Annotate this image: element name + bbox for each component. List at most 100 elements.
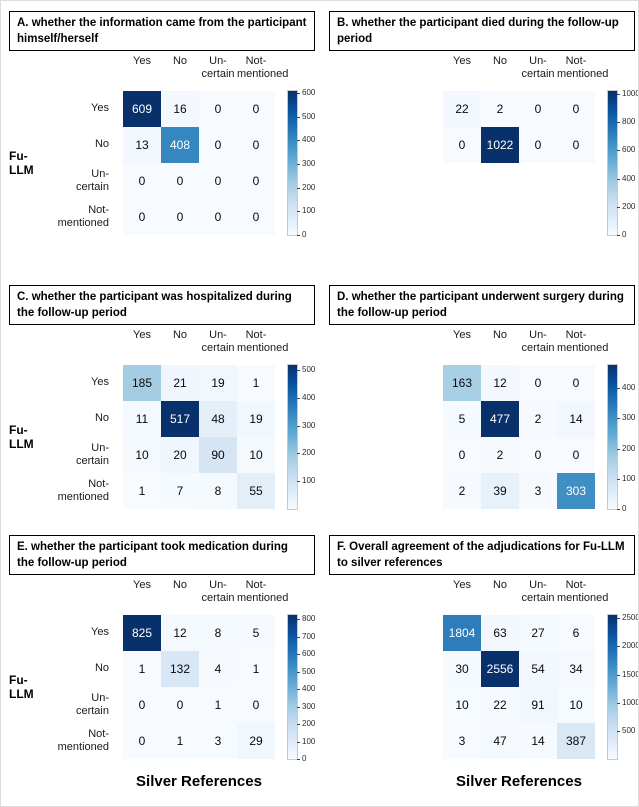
colorbar-tick-label: 300 <box>622 413 636 423</box>
heatmap-cell: 387 <box>557 723 595 759</box>
column-header: No <box>172 55 188 67</box>
row-label: Yes <box>91 376 109 389</box>
heatmap-cell: 22 <box>481 687 519 723</box>
y-axis-label: Fu-LLM <box>9 423 34 451</box>
colorbar-tick <box>617 206 620 208</box>
row-label: Yes <box>91 102 109 115</box>
column-headers: Yes No Un-certain Not-mentioned <box>443 579 609 605</box>
heatmap: 22 2 0 0 0 1022 0 0 <box>443 91 595 163</box>
colorbar-tick <box>297 235 300 236</box>
colorbar <box>287 90 298 236</box>
heatmap-cell: 0 <box>123 199 161 235</box>
colorbar-tick-label: 300 <box>302 159 316 169</box>
heatmap-cell: 2 <box>519 401 557 437</box>
heatmap-cell: 19 <box>199 365 237 401</box>
colorbar-tick-label: 100 <box>302 736 316 746</box>
heatmap-cell: 0 <box>519 91 557 127</box>
heatmap-cell: 0 <box>161 199 199 235</box>
heatmap-cell: 8 <box>199 473 237 509</box>
heatmap-cell: 2 <box>481 91 519 127</box>
heatmap-cell: 30 <box>443 651 481 687</box>
colorbar-tick <box>297 397 300 399</box>
column-headers: Yes No Un-certain Not-mentioned <box>123 329 289 355</box>
colorbar-tick-label: 500 <box>302 111 316 121</box>
heatmap-cell: 19 <box>237 401 275 437</box>
colorbar-tick <box>297 741 300 743</box>
colorbar-tick-label: 600 <box>302 649 316 659</box>
colorbar-tick <box>297 211 300 213</box>
column-header: Not-mentioned <box>557 579 609 605</box>
heatmap-cell: 3 <box>443 723 481 759</box>
heatmap-cell: 0 <box>199 91 237 127</box>
column-header: Not-mentioned <box>557 329 609 355</box>
colorbar-tick-label: 0 <box>302 230 307 239</box>
panel-E: E. whether the participant took medicati… <box>1 531 320 779</box>
heatmap-cell: 13 <box>123 127 161 163</box>
colorbar-tick <box>297 187 300 189</box>
colorbar-tick <box>297 619 300 621</box>
panel-title: A. whether the information came from the… <box>9 11 315 52</box>
heatmap-cell: 0 <box>237 199 275 235</box>
heatmap-cell: 12 <box>161 615 199 651</box>
heatmap-cell: 2556 <box>481 651 519 687</box>
colorbar-tick <box>617 448 620 450</box>
column-header: Yes <box>133 55 151 67</box>
heatmap-cell: 0 <box>199 199 237 235</box>
colorbar <box>287 614 298 760</box>
heatmap-cell: 0 <box>123 687 161 723</box>
colorbar-tick <box>297 164 300 166</box>
column-header: Yes <box>453 329 471 341</box>
colorbar-tick <box>297 724 300 726</box>
heatmap-cell: 39 <box>481 473 519 509</box>
column-header: Not-mentioned <box>557 55 609 81</box>
colorbar-tick <box>617 730 620 732</box>
heatmap-cell: 0 <box>161 163 199 199</box>
heatmap-cell: 6 <box>557 615 595 651</box>
colorbar <box>607 90 618 236</box>
colorbar-tick-label: 100 <box>302 206 316 216</box>
colorbar-tick <box>617 646 620 648</box>
heatmap-cell: 8 <box>199 615 237 651</box>
colorbar-tick-label: 1000 <box>622 89 639 99</box>
heatmap-cell: 0 <box>443 127 481 163</box>
colorbar-tick-label: 400 <box>302 392 316 402</box>
colorbar-tick-label: 200 <box>302 448 316 458</box>
panel-C: C. whether the participant was hospitali… <box>1 281 320 529</box>
colorbar <box>607 364 618 510</box>
colorbar-tick-label: 200 <box>622 443 636 453</box>
panel-title: B. whether the participant died during t… <box>329 11 635 52</box>
column-header: Yes <box>133 329 151 341</box>
colorbar-tick <box>617 178 620 180</box>
heatmap-cell: 1 <box>237 651 275 687</box>
colorbar-tick-label: 300 <box>302 701 316 711</box>
colorbar-tick-label: 300 <box>302 420 316 430</box>
heatmap-cell: 0 <box>557 127 595 163</box>
colorbar-tick-label: 600 <box>622 145 636 155</box>
column-headers: Yes No Un-certain Not-mentioned <box>443 55 609 81</box>
colorbar-tick <box>617 702 620 704</box>
colorbar-tick-label: 400 <box>302 135 316 145</box>
panel-A: A. whether the information came from the… <box>1 7 320 255</box>
panel-B: B. whether the participant died during t… <box>321 7 639 255</box>
heatmap: 825 12 8 5 1 132 4 1 0 0 1 0 0 1 3 29 <box>123 615 275 759</box>
x-axis-label: Silver References <box>136 773 262 790</box>
colorbar-tick <box>297 689 300 691</box>
row-label: Not-mentioned <box>57 477 109 503</box>
heatmap-cell: 5 <box>443 401 481 437</box>
heatmap-cell: 29 <box>237 723 275 759</box>
heatmap-cell: 0 <box>557 91 595 127</box>
column-headers: Yes No Un-certain Not-mentioned <box>123 55 288 81</box>
heatmap-cell: 34 <box>557 651 595 687</box>
column-header: Not-mentioned <box>237 329 289 355</box>
heatmap-cell: 0 <box>123 723 161 759</box>
colorbar-tick-label: 500 <box>302 666 316 676</box>
y-axis-label: Fu-LLM <box>9 673 34 701</box>
heatmap-cell: 825 <box>123 615 161 651</box>
heatmap-cell: 0 <box>519 365 557 401</box>
y-axis-label: Fu-LLM <box>9 149 34 177</box>
heatmap-cell: 0 <box>557 365 595 401</box>
panel-F: F. Overall agreement of the adjudication… <box>321 531 639 779</box>
panel-D: D. whether the participant underwent sur… <box>321 281 638 529</box>
colorbar-tick-label: 2500 <box>622 613 639 623</box>
